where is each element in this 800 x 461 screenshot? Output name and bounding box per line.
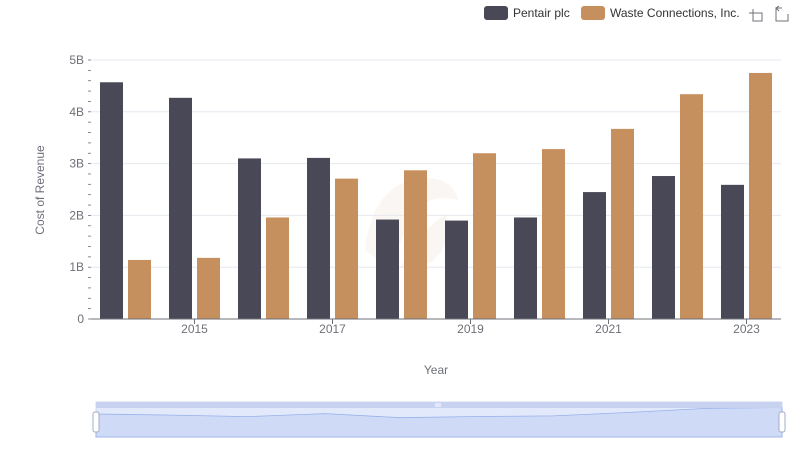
bar-pentair-2022[interactable] bbox=[652, 176, 675, 319]
bar-waste-connections-2016[interactable] bbox=[266, 217, 289, 319]
legend-swatch-pentair bbox=[484, 6, 508, 20]
y-tick-label: 0 bbox=[77, 312, 84, 326]
data-zoom-drag-grip-icon bbox=[435, 403, 441, 407]
y-tick-label: 4B bbox=[69, 105, 84, 119]
y-tick-label: 1B bbox=[69, 260, 84, 274]
x-tick-label: 2017 bbox=[319, 322, 346, 336]
bar-waste-connections-2020[interactable] bbox=[542, 149, 565, 319]
bar-pentair-2016[interactable] bbox=[238, 158, 261, 319]
x-axis-title: Year bbox=[424, 363, 448, 377]
x-tick-label: 2023 bbox=[733, 322, 760, 336]
data-zoom-slider[interactable] bbox=[92, 401, 786, 438]
legend-label-waste-connections: Waste Connections, Inc. bbox=[610, 6, 740, 20]
y-axis-minor-ticks bbox=[88, 59, 91, 320]
bar-pentair-2015[interactable] bbox=[169, 97, 192, 320]
bar-waste-connections-2018[interactable] bbox=[404, 170, 427, 319]
x-tick-label: 2021 bbox=[595, 322, 622, 336]
bar-pentair-2018[interactable] bbox=[376, 219, 399, 319]
bar-pentair-2020[interactable] bbox=[514, 217, 537, 319]
y-axis-ticks: 0 1B 2B 3B 4B 5B bbox=[69, 53, 84, 326]
data-zoom-left-handle[interactable] bbox=[92, 411, 100, 433]
bar-waste-connections-2023[interactable] bbox=[749, 72, 772, 319]
legend: Pentair plc Waste Connections, Inc. bbox=[484, 6, 740, 20]
data-zoom-right-handle[interactable] bbox=[778, 411, 786, 433]
bar-pentair-2019[interactable] bbox=[445, 220, 468, 319]
bar-waste-connections-2019[interactable] bbox=[473, 153, 496, 319]
y-tick-label: 3B bbox=[69, 157, 84, 171]
legend-item-pentair[interactable]: Pentair plc bbox=[484, 6, 570, 20]
legend-label-pentair: Pentair plc bbox=[513, 6, 570, 20]
legend-item-waste-connections[interactable]: Waste Connections, Inc. bbox=[581, 6, 740, 20]
zoom-icon[interactable] bbox=[748, 4, 770, 24]
y-tick-label: 2B bbox=[69, 208, 84, 222]
bar-waste-connections-2021[interactable] bbox=[611, 128, 634, 319]
bar-pentair-2014[interactable] bbox=[100, 82, 123, 319]
bars bbox=[100, 72, 772, 320]
bar-pentair-2023[interactable] bbox=[721, 184, 744, 319]
x-tick-label: 2015 bbox=[181, 322, 208, 336]
bar-waste-connections-2022[interactable] bbox=[680, 94, 703, 319]
y-axis-title: Cost of Revenue bbox=[33, 145, 47, 235]
bar-waste-connections-2015[interactable] bbox=[197, 257, 220, 319]
x-tick-label: 2019 bbox=[457, 322, 484, 336]
x-axis-ticks: 2015 2017 2019 2021 2023 bbox=[181, 319, 760, 336]
data-zoom-move-bar[interactable] bbox=[96, 402, 782, 408]
restore-icon[interactable] bbox=[772, 4, 794, 24]
legend-swatch-waste-connections bbox=[581, 6, 605, 20]
bar-waste-connections-2017[interactable] bbox=[335, 178, 358, 319]
y-tick-label: 5B bbox=[69, 53, 84, 67]
bar-pentair-2017[interactable] bbox=[307, 157, 330, 319]
bar-pentair-2021[interactable] bbox=[583, 192, 606, 319]
bar-waste-connections-2014[interactable] bbox=[128, 259, 151, 319]
